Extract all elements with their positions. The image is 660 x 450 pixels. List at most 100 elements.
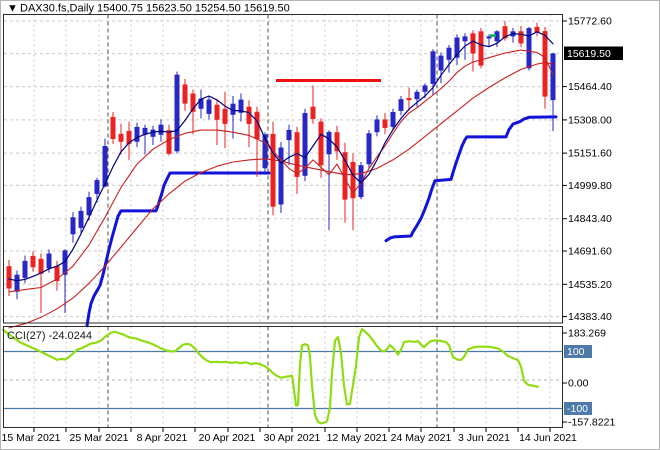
bull-candle (486, 36, 492, 39)
bull-candle (302, 113, 308, 176)
cci-indicator-label: CCI(27) -24.0244 (7, 330, 92, 342)
price-axis-label: 15464.40 (568, 81, 612, 93)
cci-axis-label: 0.00 (568, 378, 589, 390)
bull-candle (206, 99, 212, 114)
bull-candle (14, 274, 20, 292)
bull-candle (414, 91, 420, 100)
bull-candle (62, 250, 68, 275)
bear-candle (542, 31, 548, 97)
bull-candle (390, 112, 396, 127)
ma-red-fast-line (8, 49, 554, 293)
bear-candle (30, 256, 36, 268)
panel-frames (3, 14, 563, 428)
bull-candle (526, 28, 532, 69)
cci-level-badge-label: -100 (567, 403, 588, 415)
bull-candle (198, 98, 204, 109)
bull-candle (158, 124, 164, 135)
chart-title: DAX30.fs,Daily 15400.75 15623.50 15254.5… (20, 3, 290, 15)
price-axis-label: 15772.60 (568, 16, 612, 28)
bear-candle (270, 133, 276, 207)
cci-level-badge (564, 345, 592, 358)
bull-candle (278, 147, 284, 205)
bear-candle (334, 132, 340, 152)
date-axis-label: 30 Apr 2021 (264, 432, 321, 444)
bear-candle (110, 116, 116, 139)
axis-labels-layer: 15772.60 15464.40 15308.00 15151.60 14999.80… (2, 16, 616, 445)
drawn-objects-layer[interactable] (276, 34, 496, 82)
bear-candle (38, 258, 44, 274)
cci-axis-label: -157.8221 (568, 417, 615, 429)
grid-layer (4, 14, 562, 428)
bear-candle (214, 104, 220, 120)
price-axis-label: 14535.20 (568, 279, 612, 291)
bear-candle (534, 26, 540, 33)
bull-candle (46, 253, 52, 269)
cci-panel-frame (3, 326, 563, 428)
price-axis-label: 15151.60 (568, 148, 612, 160)
bear-candle (350, 162, 356, 199)
cci-layer (1, 327, 562, 425)
date-axis-label: 8 Apr 2021 (137, 432, 188, 444)
bear-candle (478, 31, 484, 66)
bull-candle (238, 99, 244, 113)
bull-candle (70, 217, 76, 235)
date-axis-label: 14 Jun 2021 (519, 432, 577, 444)
date-axis-label: 20 Apr 2021 (199, 432, 256, 444)
price-axis-label: 14999.80 (568, 180, 612, 192)
bear-candle (6, 266, 12, 289)
bull-candle (462, 36, 468, 42)
bear-candle (222, 108, 228, 124)
bear-candle (406, 98, 412, 101)
bull-candle (230, 103, 236, 115)
main-panel-frame (3, 14, 563, 324)
bear-candle (382, 119, 388, 128)
bull-candle (454, 37, 460, 58)
trail-stop-line (384, 115, 558, 243)
trail-stop-line (85, 171, 271, 328)
bull-candle (22, 260, 28, 278)
price-axis-label: 14691.60 (568, 246, 612, 258)
date-axis-label: 15 Mar 2021 (2, 432, 61, 444)
candles-layer (6, 21, 556, 313)
symbol-dropdown-icon[interactable]: ▼ (7, 3, 18, 15)
bull-candle (94, 180, 100, 194)
current-price-label: 15619.50 (567, 48, 611, 60)
bear-candle (254, 111, 260, 139)
trail-line-layer (85, 115, 558, 328)
cci-axis-label: 183.269 (568, 328, 606, 340)
bull-candle (326, 132, 332, 155)
bull-candle (366, 133, 372, 165)
bull-candle (438, 55, 444, 71)
price-axis-label: 15308.00 (568, 114, 612, 126)
date-axis-label: 12 May 2021 (327, 432, 388, 444)
bull-candle (142, 127, 148, 135)
bull-candle (86, 197, 92, 216)
bull-candle (430, 51, 436, 84)
ma-red-slow-line (8, 61, 554, 329)
bull-candle (150, 129, 156, 137)
bear-candle (166, 130, 172, 154)
bull-candle (550, 53, 556, 101)
bear-candle (126, 130, 132, 144)
bull-candle (374, 119, 380, 133)
current-price-badge (564, 46, 623, 60)
bull-candle (494, 31, 500, 42)
bull-candle (286, 129, 292, 141)
bull-candle (78, 210, 84, 228)
bear-candle (182, 84, 188, 104)
price-axis-label: 14843.40 (568, 213, 612, 225)
bear-candle (118, 133, 124, 142)
bear-candle (294, 132, 300, 177)
bear-candle (518, 31, 524, 44)
bull-candle (398, 99, 404, 111)
bull-candle (358, 165, 364, 198)
bull-candle (102, 146, 108, 187)
bear-candle (342, 152, 348, 200)
cci-line (1, 327, 540, 425)
date-axis-label: 24 May 2021 (391, 432, 452, 444)
ma-navy-line (8, 31, 554, 282)
bear-candle (318, 121, 324, 166)
bear-candle (310, 106, 316, 119)
